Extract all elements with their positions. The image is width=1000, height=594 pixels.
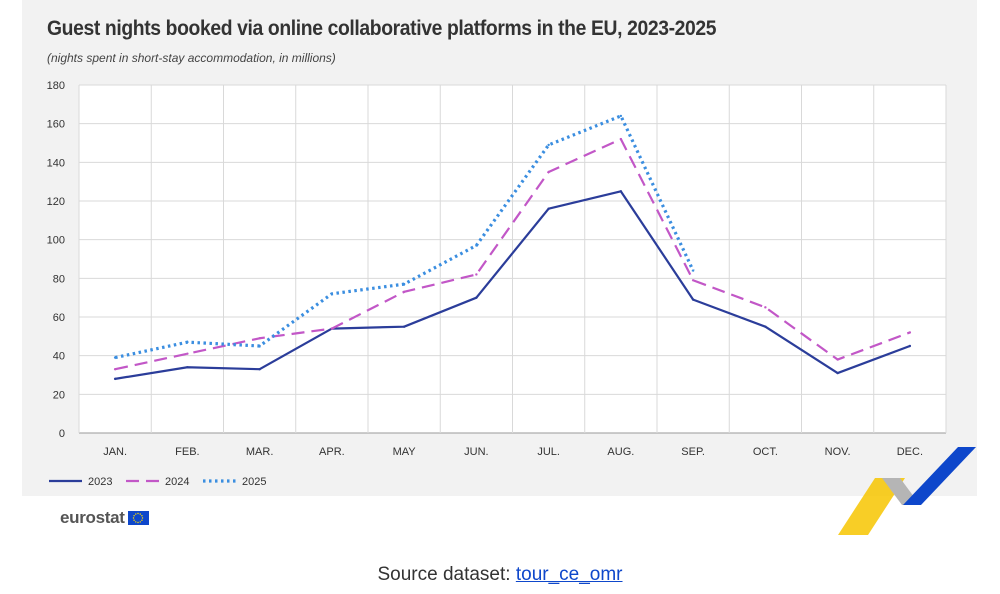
data-point-2024 <box>475 273 478 276</box>
data-point-2024 <box>908 331 912 334</box>
x-tick-label: MAY <box>393 446 417 458</box>
series-line-2023 <box>114 190 911 380</box>
x-tick-label: JUN. <box>464 446 488 458</box>
y-tick-label: 180 <box>47 80 65 92</box>
data-point-2024 <box>836 358 839 361</box>
x-tick-label: APR. <box>319 446 345 458</box>
x-tick-label: MAR. <box>246 446 274 458</box>
data-point-2023 <box>691 298 695 301</box>
legend-label-2025: 2025 <box>242 476 266 488</box>
x-tick-label: DEC. <box>897 446 923 458</box>
y-tick-label: 0 <box>59 428 65 440</box>
y-tick-label: 20 <box>53 389 65 401</box>
legend-label-2023: 2023 <box>88 476 112 488</box>
data-point-2023 <box>186 366 189 369</box>
data-point-2025 <box>113 356 117 359</box>
y-tick-label: 60 <box>53 312 65 324</box>
data-point-2024 <box>113 368 117 371</box>
data-point-2023 <box>258 368 261 371</box>
x-tick-label: SEP. <box>681 446 705 458</box>
legend-label-2024: 2024 <box>165 476 189 488</box>
eurostat-wordmark: eurostat <box>60 508 125 527</box>
eurostat-logo: eurostat <box>60 508 149 528</box>
data-point-2025 <box>258 344 261 348</box>
data-point-2024 <box>186 352 189 355</box>
data-point-2024 <box>258 337 261 340</box>
data-point-2025 <box>475 244 478 247</box>
source-label: Source dataset: <box>377 564 511 585</box>
y-tick-label: 80 <box>53 273 65 285</box>
chart-subtitle: (nights spent in short-stay accommodatio… <box>47 51 336 65</box>
data-point-2023 <box>547 207 550 210</box>
data-point-2023 <box>764 325 767 328</box>
y-tick-label: 120 <box>47 196 65 208</box>
eu-flag-icon <box>127 511 149 525</box>
eu-chevron-decoration <box>838 447 976 535</box>
data-point-2023 <box>475 296 478 299</box>
series-line-2024 <box>114 138 911 371</box>
data-point-2025 <box>547 143 550 147</box>
data-point-2023 <box>113 377 117 381</box>
data-point-2025 <box>186 340 189 344</box>
data-point-2023 <box>402 325 406 328</box>
data-point-2023 <box>908 344 912 348</box>
x-tick-label: NOV. <box>825 446 851 458</box>
source-dataset-link[interactable]: tour_ce_omr <box>515 564 623 585</box>
y-tick-label: 160 <box>47 119 65 131</box>
data-point-2025 <box>619 114 623 118</box>
y-tick-label: 40 <box>53 351 65 363</box>
data-point-2024 <box>402 290 406 294</box>
data-point-2025 <box>330 292 334 295</box>
x-tick-label: OCT. <box>753 446 778 458</box>
x-tick-label: FEB. <box>175 446 199 458</box>
y-tick-label: 100 <box>47 235 65 247</box>
source-line: Source dataset: tour_ce_omr <box>0 564 1000 586</box>
data-point-2024 <box>619 137 623 141</box>
data-point-2024 <box>764 306 767 309</box>
x-tick-label: JAN. <box>103 446 127 458</box>
data-point-2024 <box>330 327 334 330</box>
x-tick-label: JUL. <box>537 446 560 458</box>
chart-title: Guest nights booked via online collabora… <box>47 17 717 40</box>
data-point-2024 <box>547 170 550 174</box>
y-tick-label: 140 <box>47 157 65 169</box>
data-point-2025 <box>402 282 406 286</box>
data-point-2025 <box>691 269 695 272</box>
data-point-2023 <box>619 190 623 193</box>
x-tick-label: AUG. <box>607 446 634 458</box>
data-point-2024 <box>691 279 695 282</box>
data-point-2023 <box>836 371 839 375</box>
